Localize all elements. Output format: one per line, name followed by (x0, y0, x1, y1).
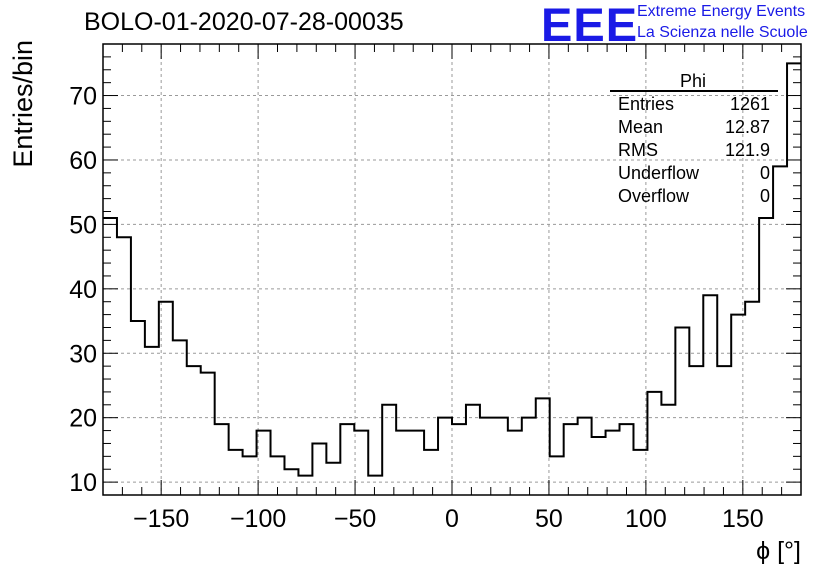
histogram-series (103, 62, 801, 477)
stats-label: Entries (618, 94, 674, 114)
x-tick-label: 150 (722, 505, 764, 533)
x-tick-label: 100 (625, 505, 667, 533)
y-axis-label: Entries/bin (8, 40, 38, 168)
eee-logo: EEE (541, 0, 639, 51)
stats-value: 0 (760, 186, 770, 206)
x-tick-label: 50 (535, 505, 563, 533)
x-tick-label: 0 (445, 505, 459, 533)
stats-value: 12.87 (725, 117, 770, 137)
y-tick-label: 10 (69, 469, 97, 497)
x-axis-label: ϕ [°] (756, 537, 801, 565)
stats-value: 1261 (730, 94, 770, 114)
stats-value: 0 (760, 163, 770, 183)
stats-value: 121.9 (725, 140, 770, 160)
y-tick-label: 60 (69, 147, 97, 175)
y-tick-label: 50 (69, 211, 97, 239)
x-tick-label: −100 (230, 505, 286, 533)
stats-label: RMS (618, 140, 658, 160)
stats-label: Underflow (618, 163, 700, 183)
x-tick-label: −50 (334, 505, 376, 533)
stats-label: Mean (618, 117, 663, 137)
x-tick-label: −150 (133, 505, 189, 533)
stats-box-name: Phi (680, 71, 706, 91)
logo-caption-line1: Extreme Energy Events (637, 3, 806, 20)
y-tick-label: 40 (69, 276, 97, 304)
logo-caption-line2: La Scienza nelle Scuole (637, 24, 808, 41)
y-tick-label: 70 (69, 83, 97, 111)
stats-label: Overflow (618, 186, 690, 206)
y-tick-label: 20 (69, 405, 97, 433)
histogram-title: BOLO-01-2020-07-28-00035 (84, 8, 404, 36)
y-tick-label: 30 (69, 340, 97, 368)
